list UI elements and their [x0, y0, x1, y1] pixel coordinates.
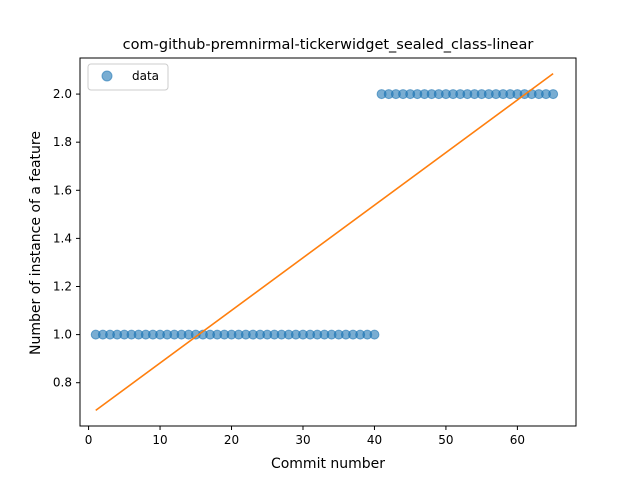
y-axis-ticks: 0.8 1.0 1.2 1.4 1.6 1.8 2.0: [53, 87, 80, 390]
chart-title: com-github-premnirmal-tickerwidget_seale…: [123, 37, 534, 53]
legend-label-data: data: [132, 69, 159, 83]
y-tick-label: 2.0: [53, 87, 72, 101]
y-tick-label: 1.2: [53, 279, 72, 293]
x-tick-label: 40: [367, 433, 382, 447]
axes-frame: [79, 57, 577, 427]
plot-area: [79, 57, 577, 427]
x-axis-ticks: 0 10 20 30 40 50 60: [85, 426, 525, 447]
y-tick-label: 1.8: [53, 135, 72, 149]
legend-box: [87, 63, 169, 91]
y-tick-label: 0.8: [53, 376, 72, 390]
x-tick-label: 60: [510, 433, 525, 447]
x-tick-label: 30: [295, 433, 310, 447]
x-tick-label: 10: [152, 433, 167, 447]
x-tick-label: 50: [438, 433, 453, 447]
legend: data: [87, 63, 169, 91]
data-point: [548, 89, 559, 100]
x-axis-label: Commit number: [271, 456, 385, 472]
x-tick-label: 0: [85, 433, 93, 447]
legend-marker: [101, 70, 113, 82]
y-tick-label: 1.0: [53, 328, 72, 342]
y-tick-label: 1.4: [53, 231, 72, 245]
data-point: [369, 329, 380, 340]
y-tick-label: 1.6: [53, 183, 72, 197]
y-axis-label: Number of instance of a feature: [28, 131, 44, 355]
fit-line: [95, 72, 554, 412]
x-tick-label: 20: [224, 433, 239, 447]
